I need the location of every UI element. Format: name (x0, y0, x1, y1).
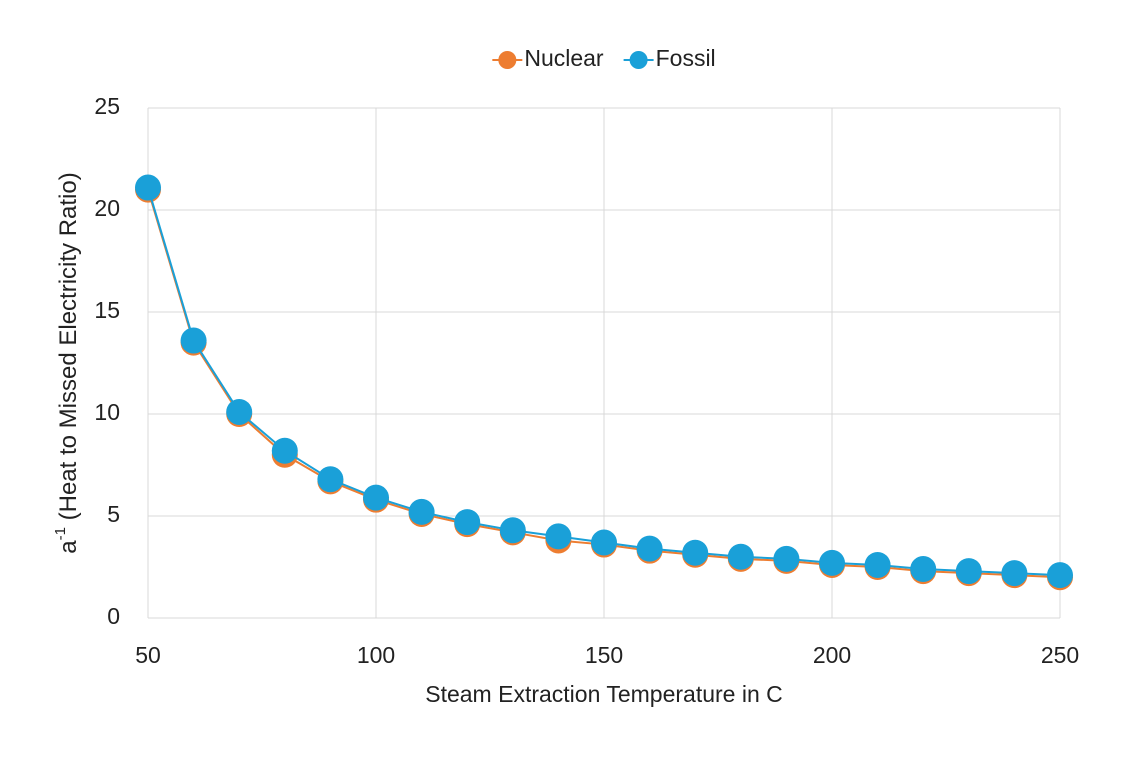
legend-item: Nuclear (492, 45, 604, 71)
x-tick-label: 250 (1041, 642, 1079, 668)
y-title-base: a (55, 540, 82, 554)
y-tick-label: 20 (94, 195, 120, 221)
x-tick-label: 200 (813, 642, 851, 668)
x-tick-label: 50 (135, 642, 161, 668)
y-tick-label: 0 (107, 603, 120, 629)
y-axis-title: a-1 (Heat to Missed Electricity Ratio) (52, 172, 82, 553)
y-title-sup: -1 (52, 527, 69, 540)
point (910, 556, 937, 583)
point (1047, 562, 1073, 589)
legend-marker (498, 51, 517, 69)
point (317, 466, 344, 493)
point (682, 539, 709, 566)
legend-label: Fossil (656, 45, 716, 71)
point (454, 509, 481, 536)
y-title-rest: (Heat to Missed Electricity Ratio) (55, 172, 82, 527)
point (591, 529, 617, 556)
y-tick-label: 25 (94, 93, 120, 119)
x-tick-label: 150 (585, 642, 623, 668)
x-axis-title: Steam Extraction Temperature in C (425, 681, 783, 707)
point (545, 523, 572, 550)
legend-label: Nuclear (524, 45, 604, 71)
y-tick-label: 5 (107, 501, 120, 527)
point (271, 437, 298, 464)
point (363, 484, 389, 511)
x-tick-label: 100 (357, 642, 395, 668)
point (955, 558, 982, 585)
point (636, 535, 663, 562)
legend-marker (629, 51, 648, 69)
point (135, 174, 161, 201)
point (499, 517, 526, 544)
point (226, 398, 253, 425)
legend-item: Fossil (623, 45, 716, 71)
point (1001, 560, 1028, 587)
point (727, 543, 754, 570)
point (864, 551, 891, 578)
point (819, 549, 845, 576)
point (773, 545, 800, 572)
legend: Nuclear Fossil (492, 45, 716, 71)
y-tick-label: 15 (94, 297, 120, 323)
point (180, 327, 207, 354)
y-tick-label: 10 (94, 399, 120, 425)
point (408, 498, 435, 525)
